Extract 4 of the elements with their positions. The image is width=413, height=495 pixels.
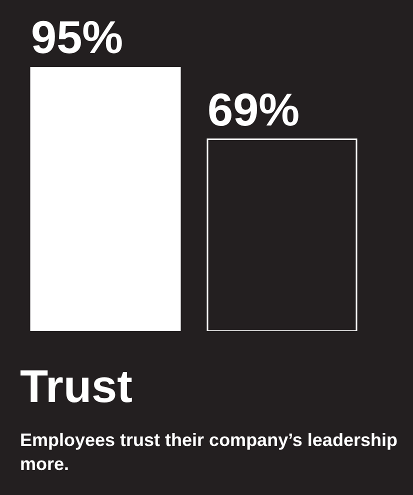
- text: Employees trust their company’s leadership more.: [20, 429, 398, 476]
- data-label: 95%: [31, 11, 124, 63]
- data-label: 69%: [208, 83, 300, 136]
- text: Trust: [20, 360, 132, 412]
